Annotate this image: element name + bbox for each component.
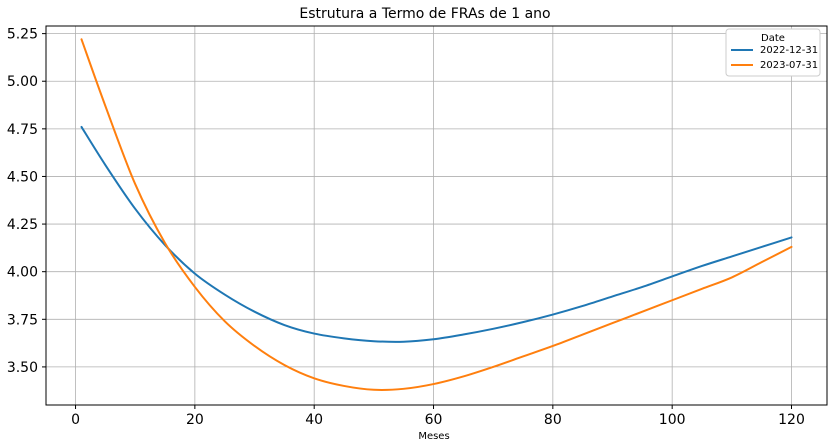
y-tick-label: 4.00 (7, 265, 38, 281)
y-tick-label: 4.50 (7, 169, 38, 185)
legend-label: 2022-12-31 (760, 45, 818, 56)
chart-title: Estrutura a Termo de FRAs de 1 ano (299, 6, 550, 22)
x-tick-label: 120 (778, 412, 805, 428)
legend-entry: 2022-12-31 (731, 45, 818, 56)
grid-lines (46, 26, 827, 405)
legend-label: 2023-07-31 (760, 60, 818, 71)
x-tick-label: 60 (425, 412, 443, 428)
legend-title: Date (761, 33, 785, 44)
legend-entries: 2022-12-31 2023-07-31 (731, 45, 818, 71)
y-tick-label: 4.75 (7, 122, 38, 138)
x-tick-label: 0 (71, 412, 80, 428)
y-tick-label: 5.00 (7, 74, 38, 90)
legend: Date 2022-12-31 2023-07-31 (725, 28, 821, 77)
y-tick-label: 3.75 (7, 312, 38, 328)
x-tick-label: 80 (544, 412, 562, 428)
series-2022-12-31 (80, 125, 793, 343)
plot-frame (45, 25, 828, 406)
y-tick-label: 3.50 (7, 360, 38, 376)
series-2023-07-31 (80, 38, 793, 391)
x-tick-label: 100 (659, 412, 686, 428)
x-axis: 0 20 40 60 80 100 120 (71, 405, 805, 428)
y-axis: 3.50 3.75 4.00 4.25 4.50 4.75 5.00 5.25 (7, 27, 46, 376)
x-tick-label: 20 (186, 412, 204, 428)
x-axis-title: Meses (418, 431, 449, 442)
y-tick-label: 4.25 (7, 217, 38, 233)
y-tick-label: 5.25 (7, 27, 38, 43)
x-tick-label: 40 (305, 412, 323, 428)
series-line (80, 38, 793, 391)
series-layer (80, 38, 793, 391)
legend-entry: 2023-07-31 (731, 60, 818, 71)
series-line (80, 125, 793, 343)
